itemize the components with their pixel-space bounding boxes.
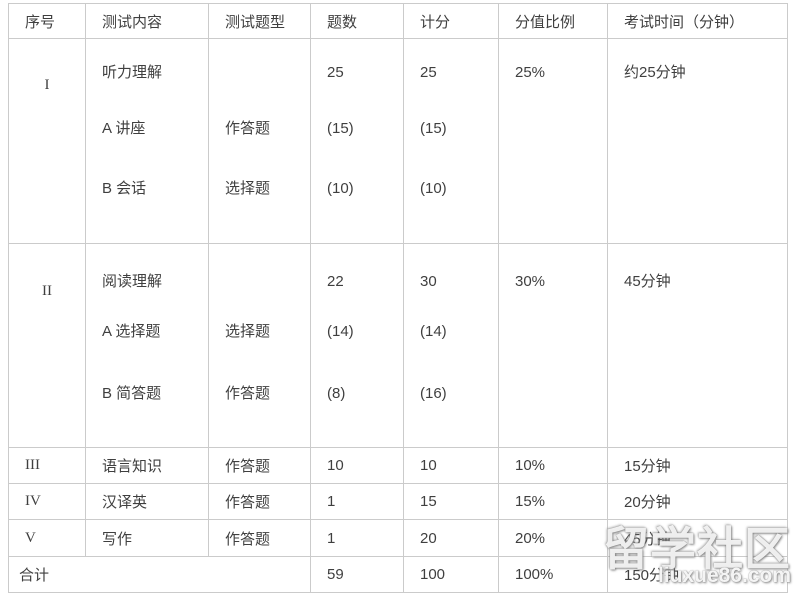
- total-score-ratio: 100%: [498, 556, 608, 593]
- score-line: (15): [420, 120, 447, 137]
- cell-score-ratio: 20%: [498, 519, 608, 557]
- content-line: A 选择题: [102, 323, 161, 340]
- cell-content: 听力理解 A 讲座 B 会话: [85, 38, 209, 244]
- exam-structure-table: 序号 测试内容 测试题型 题数 计分 分值比例 考试时间（分钟） I 听力理解 …: [8, 3, 788, 593]
- header-question-count: 题数: [310, 3, 404, 39]
- cell-section-no: III: [8, 447, 86, 484]
- header-no: 序号: [8, 3, 86, 39]
- total-exam-time: 150分钟: [607, 556, 788, 593]
- count-line: (14): [327, 323, 354, 340]
- content-line: B 简答题: [102, 385, 162, 402]
- header-score: 计分: [403, 3, 499, 39]
- cell-score: 30 (14) (16): [403, 243, 499, 448]
- section-number: I: [44, 77, 50, 93]
- total-score: 100: [403, 556, 499, 593]
- cell-score-ratio: 15%: [498, 483, 608, 520]
- cell-question-type: 作答题: [208, 447, 311, 484]
- total-row: 合计 59 100 100% 150分钟: [8, 556, 788, 593]
- header-content: 测试内容: [85, 3, 209, 39]
- cell-score-ratio: 25%: [498, 38, 608, 244]
- type-line: 选择题: [225, 323, 271, 340]
- cell-question-type: 作答题 选择题: [208, 38, 311, 244]
- ratio-line: 25%: [515, 64, 546, 81]
- section-number: II: [42, 283, 52, 299]
- cell-content: 语言知识: [85, 447, 209, 484]
- cell-exam-time: 20分钟: [607, 483, 788, 520]
- header-score-ratio: 分值比例: [498, 3, 608, 39]
- header-question-type: 测试题型: [208, 3, 311, 39]
- content-line: A 讲座: [102, 120, 146, 137]
- cell-question-type: 选择题 作答题: [208, 243, 311, 448]
- type-line: 选择题: [225, 180, 271, 197]
- cell-score: 25 (15) (10): [403, 38, 499, 244]
- cell-score-ratio: 10%: [498, 447, 608, 484]
- count-line: (10): [327, 180, 354, 197]
- cell-score: 10: [403, 447, 499, 484]
- cell-question-type: 作答题: [208, 519, 311, 557]
- type-line: 作答题: [225, 385, 271, 402]
- score-line: 30: [420, 273, 437, 290]
- score-line: 25: [420, 64, 437, 81]
- cell-score: 15: [403, 483, 499, 520]
- count-line: 22: [327, 273, 344, 290]
- total-question-count: 59: [310, 556, 404, 593]
- total-label: 合计: [8, 556, 311, 593]
- cell-content: 阅读理解 A 选择题 B 简答题: [85, 243, 209, 448]
- content-line: B 会话: [102, 180, 147, 197]
- row-language-knowledge: III 语言知识 作答题 10 10 10% 15分钟: [8, 447, 788, 484]
- content-line: 阅读理解: [102, 273, 163, 290]
- count-line: (15): [327, 120, 354, 137]
- cell-question-type: 作答题: [208, 483, 311, 520]
- cell-question-count: 1: [310, 483, 404, 520]
- header-row: 序号 测试内容 测试题型 题数 计分 分值比例 考试时间（分钟）: [8, 3, 788, 39]
- type-line: 作答题: [225, 120, 271, 137]
- cell-section-no: V: [8, 519, 86, 557]
- cell-question-count: 22 (14) (8): [310, 243, 404, 448]
- row-writing: V 写作 作答题 1 20 20% 45分钟: [8, 519, 788, 557]
- ratio-line: 30%: [515, 273, 546, 290]
- cell-exam-time: 45分钟: [607, 519, 788, 557]
- section-row-listening: I 听力理解 A 讲座 B 会话 作答题 选择题 25 (15) (10) 25…: [8, 38, 788, 244]
- cell-content: 汉译英: [85, 483, 209, 520]
- cell-section-no: IV: [8, 483, 86, 520]
- score-line: (16): [420, 385, 447, 402]
- cell-score: 20: [403, 519, 499, 557]
- cell-question-count: 10: [310, 447, 404, 484]
- row-translation: IV 汉译英 作答题 1 15 15% 20分钟: [8, 483, 788, 520]
- cell-exam-time: 15分钟: [607, 447, 788, 484]
- cell-exam-time: 约25分钟: [607, 38, 788, 244]
- cell-section-no: I: [8, 38, 86, 244]
- section-row-reading: II 阅读理解 A 选择题 B 简答题 选择题 作答题 22 (14) (8) …: [8, 243, 788, 448]
- count-line: 25: [327, 64, 344, 81]
- cell-content: 写作: [85, 519, 209, 557]
- time-line: 约25分钟: [624, 64, 686, 81]
- score-line: (10): [420, 180, 447, 197]
- cell-question-count: 1: [310, 519, 404, 557]
- cell-question-count: 25 (15) (10): [310, 38, 404, 244]
- cell-exam-time: 45分钟: [607, 243, 788, 448]
- cell-section-no: II: [8, 243, 86, 448]
- score-line: (14): [420, 323, 447, 340]
- content-line: 听力理解: [102, 64, 163, 81]
- header-exam-time: 考试时间（分钟）: [607, 3, 788, 39]
- time-line: 45分钟: [624, 273, 671, 290]
- cell-score-ratio: 30%: [498, 243, 608, 448]
- count-line: (8): [327, 385, 346, 402]
